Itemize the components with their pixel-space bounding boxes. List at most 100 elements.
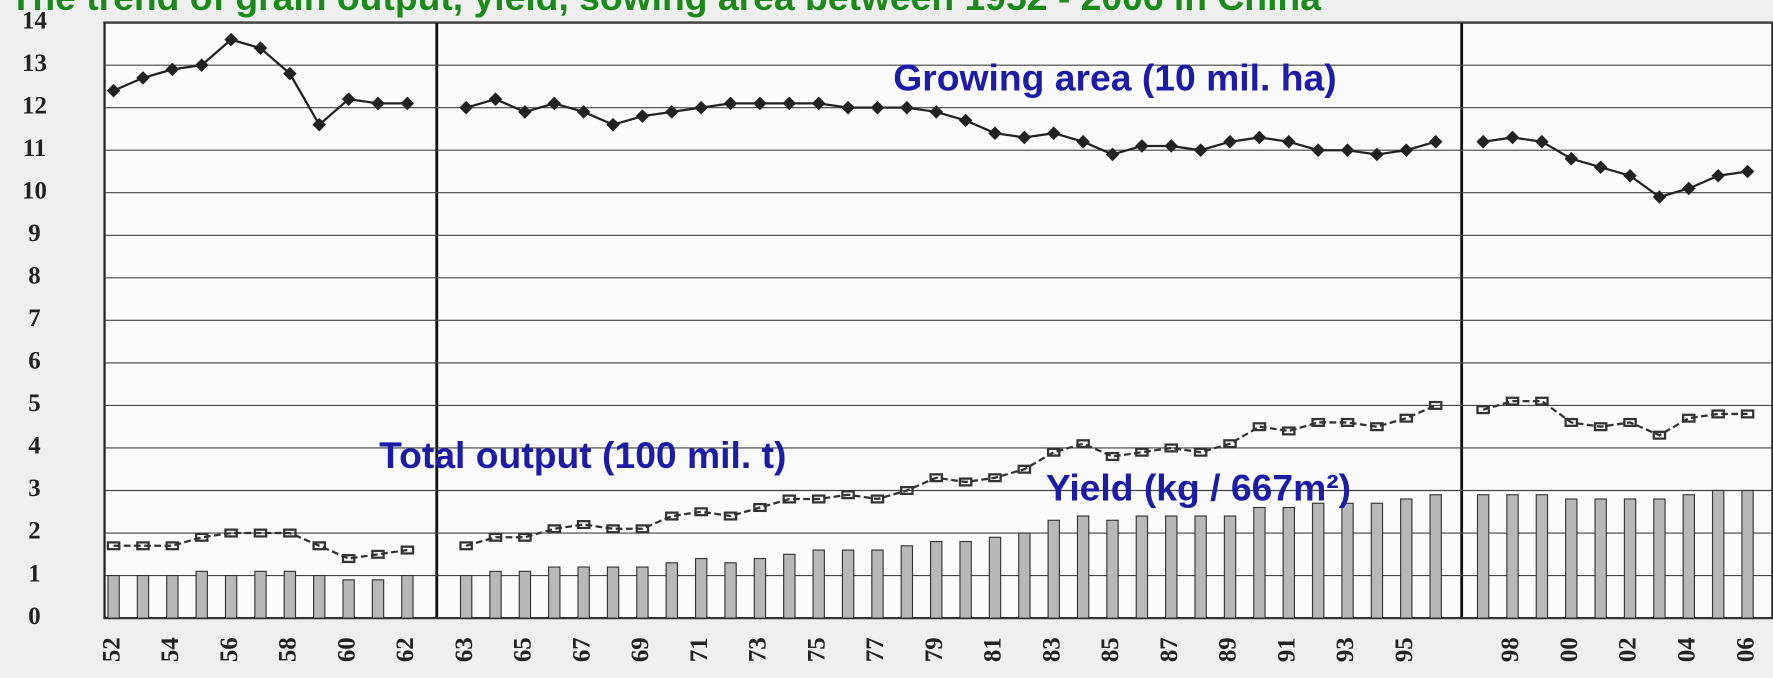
y-tick-label: 3 <box>28 475 40 502</box>
marker <box>1311 417 1325 427</box>
marker <box>1311 143 1325 157</box>
bar <box>988 536 1002 619</box>
x-tick-label: 04 <box>1674 637 1701 662</box>
bar <box>1076 515 1090 619</box>
marker <box>900 485 914 496</box>
y-tick-label: 4 <box>28 433 40 460</box>
marker <box>1193 447 1208 457</box>
marker <box>988 126 1002 140</box>
y-tick-label: 10 <box>22 177 47 204</box>
marker <box>518 532 532 542</box>
marker <box>1623 417 1637 427</box>
marker <box>576 520 591 530</box>
marker <box>1281 426 1296 436</box>
bar <box>1253 506 1266 619</box>
x-tick-label: 85 <box>1097 637 1124 662</box>
marker <box>1105 451 1120 461</box>
marker <box>811 96 826 111</box>
bar <box>1311 502 1325 619</box>
marker <box>1370 147 1384 162</box>
x-tick-label: 75 <box>803 637 830 662</box>
marker <box>1076 134 1090 149</box>
bar <box>136 575 150 619</box>
marker <box>253 41 268 55</box>
bar <box>224 575 238 619</box>
marker <box>1017 130 1032 145</box>
marker <box>1076 439 1090 449</box>
bar <box>1682 494 1696 619</box>
marker <box>1428 400 1443 410</box>
marker <box>635 524 650 534</box>
bar <box>459 575 473 619</box>
x-tick-label: 02 <box>1615 637 1642 662</box>
bar <box>665 562 679 619</box>
marker <box>106 83 121 98</box>
bar <box>1018 532 1031 619</box>
bar <box>283 570 297 619</box>
marker <box>1223 439 1237 449</box>
marker <box>870 494 885 504</box>
y-tick-label: 7 <box>28 305 40 332</box>
bar <box>900 545 914 619</box>
marker <box>1399 143 1414 157</box>
marker <box>606 117 620 132</box>
bar <box>342 579 355 619</box>
marker <box>1340 143 1355 157</box>
bar <box>694 557 708 619</box>
bar <box>195 570 208 619</box>
bar <box>1341 502 1354 619</box>
marker <box>547 96 562 111</box>
marker <box>665 511 679 521</box>
bar <box>1535 494 1549 619</box>
marker <box>1505 396 1520 406</box>
marker <box>165 541 180 551</box>
x-tick-label: 93 <box>1332 637 1359 662</box>
marker <box>1252 422 1267 432</box>
x-tick-label: 52 <box>98 637 125 662</box>
x-tick-label: 77 <box>862 637 889 662</box>
marker <box>341 554 356 564</box>
marker <box>1593 422 1608 432</box>
bar <box>254 570 267 619</box>
marker <box>106 541 121 551</box>
marker <box>1046 126 1061 140</box>
y-tick-label: 14 <box>22 7 47 34</box>
marker <box>1593 160 1608 175</box>
bar <box>489 570 502 619</box>
bar <box>1594 498 1607 619</box>
y-tick-label: 13 <box>22 50 47 77</box>
marker <box>488 532 503 542</box>
marker <box>753 502 767 513</box>
x-tick-label: 63 <box>451 637 478 662</box>
marker <box>694 100 708 115</box>
marker <box>1476 134 1490 149</box>
marker <box>371 96 385 111</box>
marker <box>194 532 209 542</box>
marker <box>1223 134 1237 149</box>
marker <box>1105 147 1120 162</box>
bar <box>1370 502 1384 619</box>
bar <box>1506 494 1519 619</box>
bar <box>1711 489 1725 619</box>
marker <box>253 528 268 538</box>
marker <box>1711 409 1725 419</box>
line <box>113 400 1748 560</box>
bar <box>1400 498 1413 619</box>
bar <box>1565 498 1578 619</box>
bar <box>724 562 737 619</box>
marker <box>1370 422 1384 432</box>
marker <box>1682 181 1696 196</box>
bar <box>1653 498 1666 619</box>
bar <box>107 575 120 619</box>
x-tick-label: 67 <box>568 637 595 662</box>
marker <box>1623 168 1637 183</box>
y-tick-label: 9 <box>28 220 40 247</box>
bar <box>636 566 649 619</box>
bar <box>930 540 943 619</box>
x-tick-label: 73 <box>745 637 772 662</box>
marker <box>900 100 914 115</box>
marker <box>929 473 943 483</box>
marker <box>400 545 415 555</box>
marker <box>635 109 650 123</box>
marker <box>283 66 297 81</box>
